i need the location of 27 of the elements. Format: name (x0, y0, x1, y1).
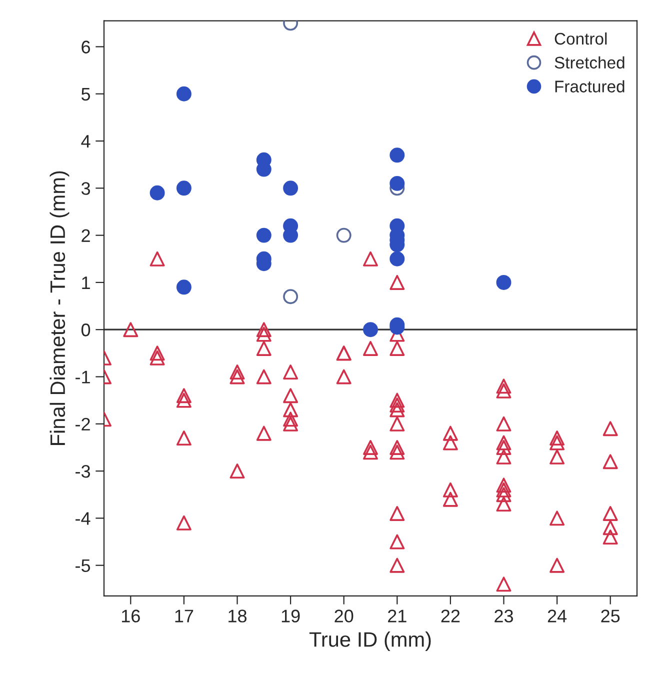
x-tick-label: 20 (334, 610, 354, 622)
x-axis-title: True ID (mm) (309, 632, 431, 651)
y-tick-label: 3 (81, 182, 90, 195)
y-tick-label: 2 (82, 229, 90, 242)
x-tick-label: 18 (228, 610, 247, 622)
x-tick-label: 16 (122, 610, 140, 622)
legend-label: Control (554, 32, 607, 45)
y-tick-label: -4 (76, 512, 90, 525)
y-tick-label: 1 (82, 276, 90, 289)
legend-label: Stretched (554, 56, 624, 69)
y-tick-label: -3 (76, 464, 90, 478)
y-tick-label: 6 (82, 40, 90, 54)
y-tick-label: 5 (81, 88, 90, 101)
x-tick-label: 19 (282, 610, 300, 622)
y-tick-label: 0 (81, 324, 90, 336)
y-tick-label: 4 (81, 135, 90, 148)
x-tick-label: 25 (601, 610, 620, 622)
x-tick-label: 24 (548, 610, 567, 622)
x-tick-label: 23 (494, 610, 513, 622)
legend-label: Fractured (555, 80, 624, 92)
y-tick-label: -5 (76, 559, 90, 572)
x-tick-label: 17 (175, 610, 194, 622)
y-axis-title: Final Diameter - True ID (mm) (50, 171, 70, 445)
x-tick-label: 21 (388, 610, 406, 622)
y-tick-label: -1 (76, 370, 90, 384)
x-tick-label: 22 (441, 610, 460, 622)
y-tick-label: -2 (76, 418, 90, 430)
